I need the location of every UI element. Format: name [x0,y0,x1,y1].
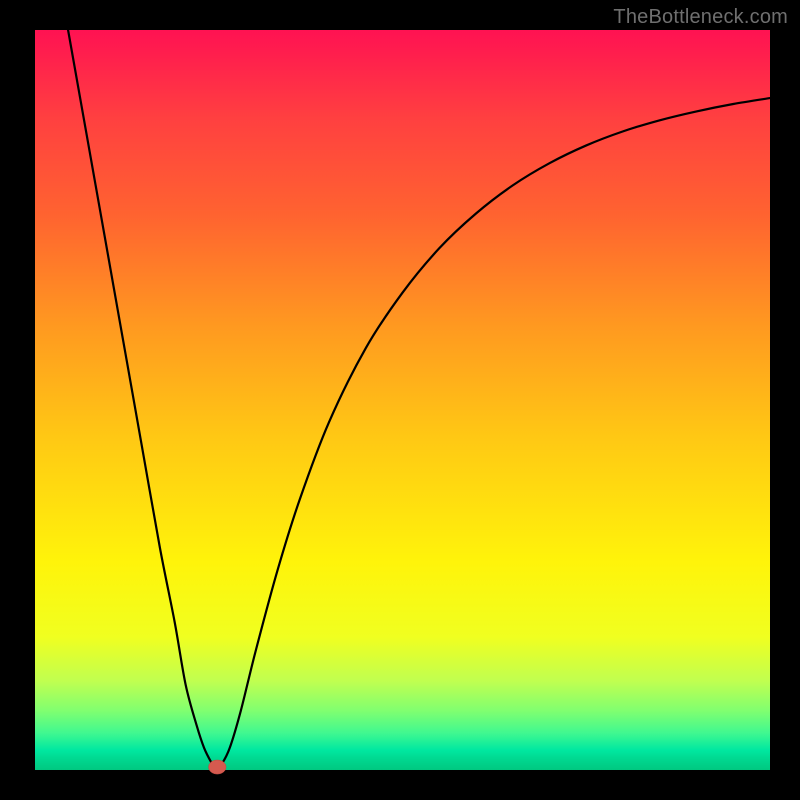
bottleneck-chart [0,0,800,800]
watermark-text: TheBottleneck.com [613,6,788,29]
chart-svg [0,0,800,800]
plot-background [35,30,770,770]
optimal-marker [208,760,226,774]
